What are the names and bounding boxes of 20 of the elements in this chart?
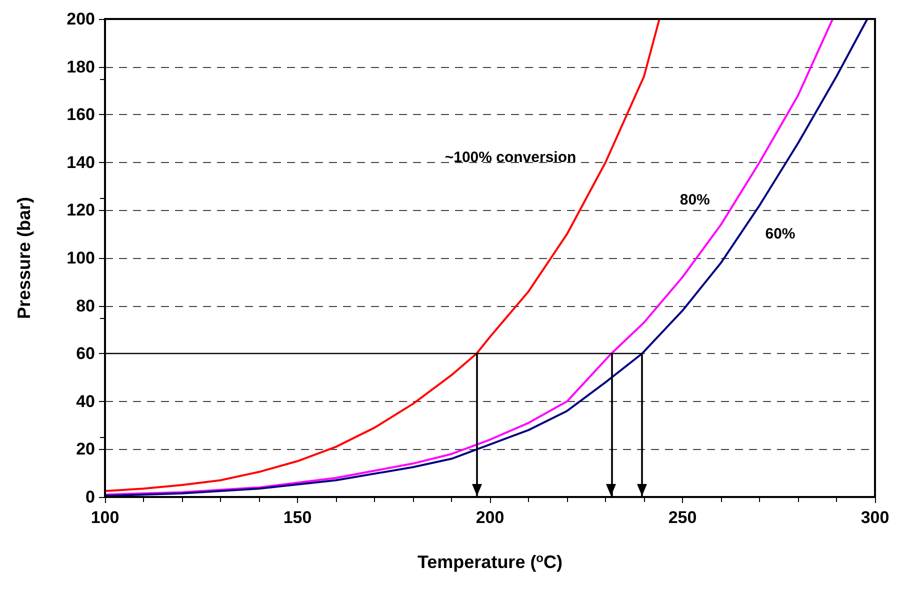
y-tick-label: 80 — [76, 296, 95, 316]
y-tick-label: 180 — [66, 57, 95, 76]
series-label: 80% — [680, 192, 710, 209]
y-tick-label: 40 — [76, 392, 95, 411]
y-tick-label: 140 — [66, 152, 95, 172]
x-tick-label: 150 — [283, 508, 312, 527]
x-tick-label: 300 — [860, 508, 890, 527]
x-tick-label: 200 — [476, 508, 504, 527]
y-tick-label: 0 — [86, 488, 95, 506]
series-label: ~100% conversion — [444, 148, 576, 166]
y-tick-label: 20 — [76, 440, 95, 459]
y-tick-label: 60 — [76, 344, 95, 364]
y-tick-label: 200 — [66, 10, 95, 28]
series-label: 60% — [765, 226, 796, 243]
x-tick-label: 100 — [90, 508, 120, 527]
y-tick-label: 160 — [66, 105, 95, 124]
x-tick-label: 250 — [668, 508, 697, 527]
y-tick-label: 120 — [66, 200, 95, 220]
y-axis-title: Pressure (bar) — [14, 196, 34, 320]
y-tick-label: 100 — [66, 248, 95, 268]
